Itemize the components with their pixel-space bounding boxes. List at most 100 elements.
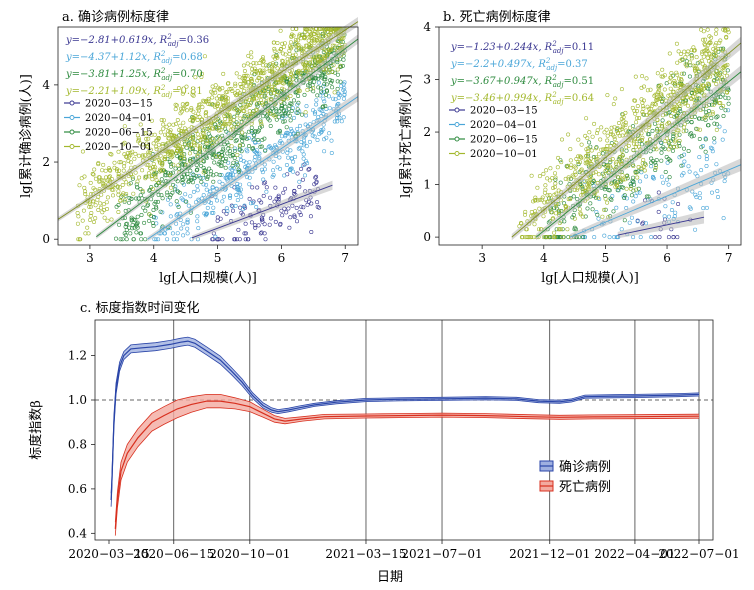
scatter-point: [259, 200, 264, 205]
x-tick-label: 4: [540, 251, 548, 265]
scatter-point: [621, 115, 626, 120]
scatter-point: [158, 167, 163, 172]
scatter-point: [628, 125, 633, 130]
scatter-point: [200, 130, 205, 135]
scatter-point: [206, 101, 211, 106]
scatter-point: [723, 63, 728, 68]
scatter-point: [668, 92, 673, 97]
scatter-point: [238, 187, 243, 192]
scatter-point: [247, 182, 252, 187]
scatter-point: [165, 237, 170, 242]
scatter-point: [124, 222, 129, 227]
scatter-point: [138, 122, 143, 127]
scatter-point: [655, 128, 660, 133]
scatter-point: [186, 143, 191, 148]
scatter-point: [639, 165, 644, 170]
legend-label: 2020−06−15: [85, 128, 153, 139]
scatter-point: [147, 212, 152, 217]
scatter-point: [630, 105, 635, 110]
scatter-point: [719, 75, 724, 80]
scatter-point: [154, 237, 159, 242]
scatter-point: [291, 159, 296, 164]
scatter-point: [653, 92, 658, 97]
scatter-point: [670, 137, 675, 142]
scatter-point: [629, 193, 634, 198]
scatter-point: [149, 118, 154, 123]
scatter-point: [725, 68, 730, 73]
scatter-point: [200, 134, 205, 139]
scatter-point: [666, 235, 671, 240]
scatter-point: [292, 189, 297, 194]
scatter-point: [677, 138, 682, 143]
scatter-point: [682, 101, 687, 106]
scatter-point: [614, 205, 619, 210]
scatter-point: [139, 213, 144, 218]
x-tick-label: 6: [663, 251, 671, 265]
scatter-point: [519, 221, 524, 226]
scatter-point: [596, 172, 601, 177]
scatter-point: [280, 51, 285, 56]
scatter-point: [171, 162, 176, 167]
scatter-point: [153, 165, 158, 170]
scatter-point: [566, 177, 571, 182]
scatter-point: [307, 139, 312, 144]
legend-label: 2020−10−01: [85, 142, 153, 153]
scatter-point: [649, 164, 654, 169]
scatter-point: [615, 126, 620, 131]
scatter-point: [145, 144, 150, 149]
scatter-point: [101, 202, 106, 207]
scatter-point: [701, 48, 706, 53]
scatter-point: [275, 40, 280, 45]
scatter-point: [212, 87, 217, 92]
scatter-point: [608, 158, 613, 163]
scatter-point: [631, 141, 636, 146]
scatter-point: [312, 32, 317, 37]
scatter-point: [96, 162, 101, 167]
scatter-point: [540, 195, 545, 200]
equation-label: y=−1.23+0.244x, R2 adj=0.11: [450, 40, 594, 55]
scatter-point: [198, 145, 203, 150]
scatter-point: [664, 177, 669, 182]
scatter-point: [193, 75, 198, 80]
scatter-point: [217, 179, 222, 184]
scatter-point: [698, 87, 703, 92]
scatter-point: [270, 69, 275, 74]
scatter-point: [709, 102, 714, 107]
scatter-point: [217, 123, 222, 128]
scatter-point: [306, 199, 311, 204]
scatter-point: [714, 162, 719, 167]
scatter-point: [151, 223, 156, 228]
scatter-point: [188, 194, 193, 199]
scatter-point: [243, 132, 248, 137]
scatter-point: [244, 136, 249, 141]
scatter-point: [314, 102, 319, 107]
scatter-point: [602, 233, 607, 238]
scatter-point: [247, 144, 252, 149]
scatter-point: [659, 94, 664, 99]
scatter-point: [230, 89, 235, 94]
scatter-point: [286, 155, 291, 160]
scatter-point: [726, 96, 731, 101]
scatter-point: [156, 192, 161, 197]
scatter-point: [675, 112, 680, 117]
scatter-point: [290, 77, 295, 82]
scatter-point: [617, 179, 622, 184]
scatter-point: [224, 206, 229, 211]
scatter-point: [89, 211, 94, 216]
scatter-point: [338, 79, 343, 84]
scatter-point: [661, 180, 666, 185]
scatter-point: [563, 204, 568, 209]
scatter-point: [277, 80, 282, 85]
scatter-point: [553, 177, 558, 182]
scatter-point: [186, 203, 191, 208]
scatter-point: [256, 76, 261, 81]
panel-b-plot-area: [511, 27, 742, 241]
scatter-point: [235, 182, 240, 187]
scatter-point: [294, 219, 299, 224]
scatter-point: [305, 83, 310, 88]
scatter-point: [182, 126, 187, 131]
scatter-point: [152, 237, 157, 242]
scatter-point: [711, 78, 716, 83]
scatter-point: [338, 63, 343, 68]
panel-a-xlabel: lg[人口规模(人)]: [159, 271, 257, 286]
